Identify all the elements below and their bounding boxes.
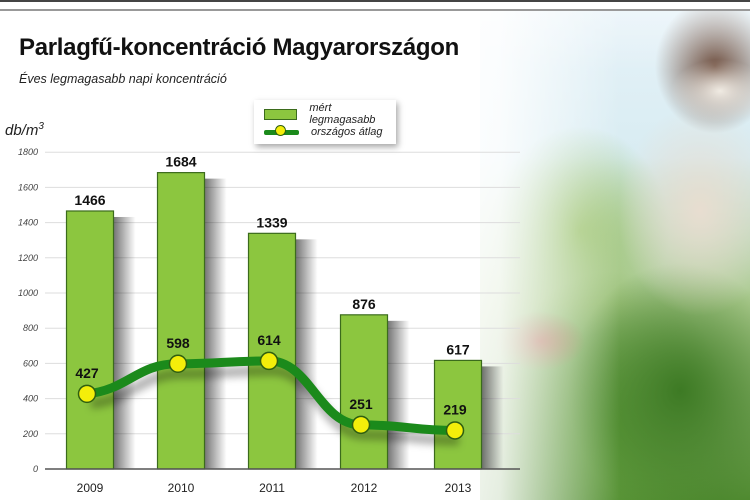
bar-shadow <box>295 239 318 469</box>
y-tick-label: 800 <box>23 323 38 333</box>
y-tick-label: 200 <box>22 429 38 439</box>
line-value-label: 598 <box>166 335 190 351</box>
x-tick-label: 2011 <box>259 481 285 495</box>
top-border-dark <box>0 0 750 2</box>
bar-value-labels: 1466 1684 1339 876 617 <box>74 154 469 358</box>
line-marker-2011 <box>259 351 279 371</box>
x-tick-label: 2013 <box>445 481 472 495</box>
y-tick-label: 1800 <box>18 147 38 157</box>
legend-label: mért legmagasabb <box>309 102 376 126</box>
bar-shadow <box>204 178 227 469</box>
y-axis-unit-base: db/m <box>5 122 39 139</box>
y-tick-label: 0 <box>33 464 38 474</box>
x-axis-labels: 2009 2010 2011 2012 2013 <box>77 481 472 495</box>
line-series: 427 598 614 251 219 <box>75 332 467 446</box>
chart-subtitle: Éves legmagasabb napi koncentráció <box>19 72 227 86</box>
line-marker-2009 <box>77 384 97 404</box>
bar-shadow <box>481 366 504 469</box>
line-marker-2010 <box>168 354 188 374</box>
legend-item-line: országos átlag <box>264 124 383 140</box>
line-value-label: 427 <box>75 365 99 381</box>
bar-2010 <box>156 172 206 470</box>
y-tick-label: 1200 <box>18 253 38 263</box>
line-shadow <box>90 365 460 446</box>
x-tick-label: 2010 <box>168 481 195 495</box>
y-tick-label: 1400 <box>18 218 38 228</box>
bar-shadows <box>113 178 504 469</box>
bar-2011 <box>247 232 297 470</box>
x-tick-label: 2012 <box>351 481 378 495</box>
chart-title: Parlagfű-koncentráció Magyarországon <box>19 34 459 61</box>
line-marker-swatch-icon <box>264 125 299 137</box>
legend: mért legmagasabb országos átlag <box>254 100 396 144</box>
x-tick-label: 2009 <box>77 481 104 495</box>
bar-swatch-icon <box>264 108 298 120</box>
y-axis-unit: db/m3 <box>5 121 44 139</box>
legend-item-bar: mért legmagasabb <box>264 102 396 126</box>
y-tick-label: 1600 <box>18 182 38 192</box>
bar-shadow <box>387 320 410 469</box>
y-axis-unit-exponent: 3 <box>38 121 44 132</box>
top-border-gray <box>0 9 750 11</box>
bar-value-label: 1684 <box>165 154 196 170</box>
bar-value-label: 617 <box>446 341 470 357</box>
y-tick-label: 400 <box>23 394 38 404</box>
line-marker-2012 <box>351 415 371 435</box>
y-axis-ticks: 0 200 400 600 800 1000 1200 1400 1600 1800 <box>18 147 38 474</box>
bar-2013 <box>433 359 483 470</box>
bar-2009 <box>65 210 115 470</box>
bar-shadow <box>113 216 136 469</box>
y-tick-label: 1000 <box>18 288 38 298</box>
line-marker-2013 <box>445 421 465 440</box>
photo-fade-top-overlay <box>420 11 750 71</box>
line-value-label: 219 <box>443 401 467 417</box>
line-value-label: 614 <box>257 332 281 348</box>
bar-value-label: 1466 <box>74 192 105 208</box>
y-tick-label: 600 <box>23 358 38 368</box>
legend-label: országos átlag <box>311 126 383 138</box>
bar-value-label: 876 <box>352 296 376 312</box>
bar-2012 <box>339 314 389 470</box>
bar-value-label: 1339 <box>256 214 287 230</box>
line-value-label: 251 <box>349 396 373 412</box>
